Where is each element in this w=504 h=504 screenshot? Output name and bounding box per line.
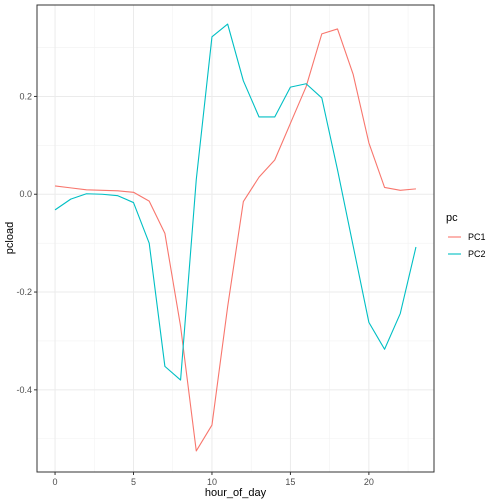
y-tick-label: 0.0 xyxy=(19,189,32,199)
grid-minor xyxy=(37,5,434,472)
legend: pc PC1 PC2 xyxy=(446,212,486,263)
x-tick-label: 20 xyxy=(364,477,374,487)
x-tick-label: 5 xyxy=(131,477,136,487)
legend-label-pc1: PC1 xyxy=(468,232,486,242)
y-tick-label: -0.4 xyxy=(16,385,32,395)
series-line-pc2 xyxy=(54,23,417,381)
legend-items: PC1 PC2 xyxy=(446,228,486,263)
x-axis-title: hour_of_day xyxy=(205,487,267,499)
grid-major xyxy=(37,5,434,472)
y-axis-title: pcload xyxy=(4,222,16,254)
x-axis-ticks: 0 5 10 15 20 xyxy=(53,472,374,487)
x-tick-label: 15 xyxy=(285,477,295,487)
legend-title: pc xyxy=(446,212,458,224)
x-tick-label: 0 xyxy=(53,477,58,487)
series-line-pc1 xyxy=(54,28,417,452)
legend-label-pc2: PC2 xyxy=(468,249,486,259)
y-tick-label: 0.2 xyxy=(19,91,32,101)
y-axis-ticks: -0.4 -0.2 0.0 0.2 xyxy=(16,91,37,395)
x-tick-label: 10 xyxy=(207,477,217,487)
y-tick-label: -0.2 xyxy=(16,287,32,297)
panel-border xyxy=(36,4,435,473)
panel-background xyxy=(37,5,434,472)
series-lines xyxy=(54,23,417,452)
